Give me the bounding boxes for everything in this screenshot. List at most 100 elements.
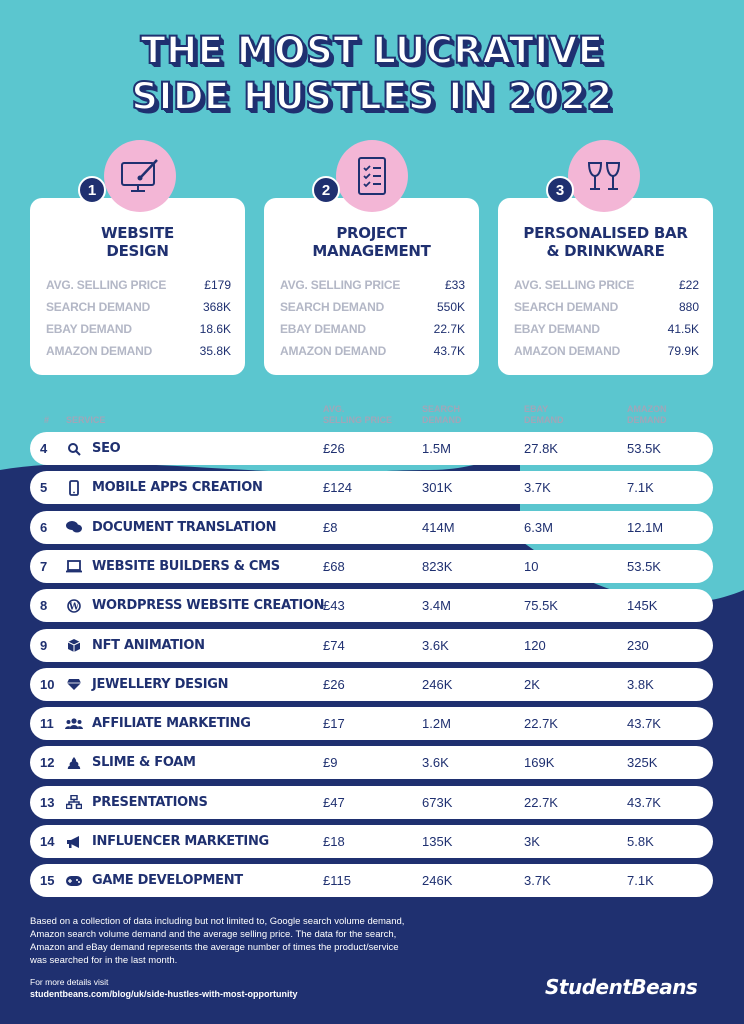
row-rank: 11 [40,716,54,732]
row-price: £9 [323,755,338,771]
row-service: DOCUMENT TRANSLATION [92,519,277,535]
row-price: £68 [323,558,345,574]
card-title: PERSONALISED BAR & DRINKWARE [523,224,688,260]
footnote: Based on a collection of data including … [30,916,405,966]
row-rank: 5 [40,480,48,496]
stat-row: EBAY DEMAND 22.7K [280,322,465,336]
row-amazon-demand: 145K [627,598,658,614]
table-row [30,864,713,898]
wordpress-icon: W [65,597,83,615]
row-ebay-demand: 2K [524,676,540,692]
row-ebay-demand: 3.7K [524,480,551,496]
rank-badge-2: 2 [312,176,340,204]
row-rank: 8 [40,598,48,614]
row-rank: 7 [40,558,48,574]
row-search-demand: 3.6K [422,755,449,771]
rank-badge-3: 3 [546,176,574,204]
studentbeans-logo: StudentBeans [545,975,698,999]
gem-icon [65,675,83,693]
row-amazon-demand: 7.1K [627,480,654,496]
top-card-2: PROJECT MANAGEMENT AVG. SELLING PRICE £33 … [264,198,479,375]
stat-row: EBAY DEMAND 18.6K [46,322,231,336]
row-search-demand: 301K [422,480,453,496]
header-service: SERVICE [66,415,106,425]
row-service: NFT ANIMATION [92,637,205,653]
row-ebay-demand: 27.8K [524,441,558,456]
slime-icon [65,754,83,772]
stat-row: AVG. SELLING PRICE £33 [280,278,465,292]
row-price: £17 [323,716,345,732]
source-link[interactable]: studentbeans.com/blog/uk/side-hustles-wi… [30,989,298,999]
row-search-demand: 3.4M [422,598,451,614]
row-search-demand: 3.6K [422,637,449,653]
row-search-demand: 135K [422,834,453,849]
table-row [30,785,713,819]
laptop-code-icon [65,557,83,575]
table-row [30,471,713,505]
stat-row: AVG. SELLING PRICE £22 [514,278,699,292]
row-service: PRESENTATIONS [92,794,208,810]
row-service: MOBILE APPS CREATION [92,480,263,496]
header-price: AVG. SELLING PRICE [323,404,393,425]
row-search-demand: 1.2M [422,716,451,732]
mobile-phone-icon [65,479,83,497]
row-amazon-demand: 43.7K [627,716,661,732]
stat-row: EBAY DEMAND 41.5K [514,322,699,336]
row-rank: 15 [40,873,55,889]
row-price: £8 [323,519,338,535]
table-row [30,510,713,544]
stat-row: SEARCH DEMAND 550K [280,300,465,314]
row-rank: 13 [40,794,55,810]
top-card-1: WEBSITE DESIGN AVG. SELLING PRICE £179 SEA… [30,198,245,375]
table-row [30,667,713,701]
row-ebay-demand: 169K [524,755,555,771]
cube-icon [65,636,83,654]
row-price: £18 [323,834,345,849]
row-amazon-demand: 325K [627,755,658,771]
table-row [30,746,713,780]
row-amazon-demand: 53.5K [627,558,661,574]
row-price: £43 [323,598,345,614]
row-service: JEWELLERY DESIGN [92,676,229,692]
stat-row: AMAZON DEMAND 35.8K [46,344,231,358]
row-ebay-demand: 3K [524,834,540,849]
megaphone-icon [65,833,83,851]
table-row [30,628,713,662]
sitemap-icon [65,793,83,811]
table-row [30,707,713,741]
row-rank: 14 [40,834,55,849]
card-title: PROJECT MANAGEMENT [312,224,431,260]
row-amazon-demand: 5.8K [627,834,654,849]
title-line-1: THE MOST LUCRATIVE [139,28,604,73]
row-service: SEO [92,441,121,456]
top-card-3: PERSONALISED BAR & DRINKWARE AVG. SELLING… [498,198,713,375]
row-price: £74 [323,637,345,653]
row-price: £124 [323,480,352,496]
monitor-brush-icon [104,140,176,212]
svg-text:W: W [68,602,80,612]
stat-row: AVG. SELLING PRICE £179 [46,278,231,292]
card-title: WEBSITE DESIGN [101,224,174,260]
row-rank: 4 [40,441,48,456]
row-rank: 6 [40,519,48,535]
row-ebay-demand: 10 [524,558,539,574]
row-search-demand: 414M [422,519,455,535]
row-ebay-demand: 75.5K [524,598,558,614]
header-rank: # [44,415,50,425]
stat-row: SEARCH DEMAND 368K [46,300,231,314]
row-amazon-demand: 12.1M [627,519,664,535]
table-row [30,549,713,583]
row-rank: 9 [40,637,48,653]
row-search-demand: 1.5M [422,441,451,456]
row-search-demand: 246K [422,676,453,692]
row-amazon-demand: 230 [627,637,649,653]
header-search: SEARCH DEMAND [422,404,462,425]
row-rank: 12 [40,755,55,771]
row-rank: 10 [40,676,55,692]
table-row [30,825,713,858]
row-amazon-demand: 53.5K [627,441,661,456]
title-line-2: SIDE HUSTLES IN 2022 [130,74,613,119]
row-price: £26 [323,676,345,692]
users-icon [65,715,83,733]
wine-glasses-icon [568,140,640,212]
